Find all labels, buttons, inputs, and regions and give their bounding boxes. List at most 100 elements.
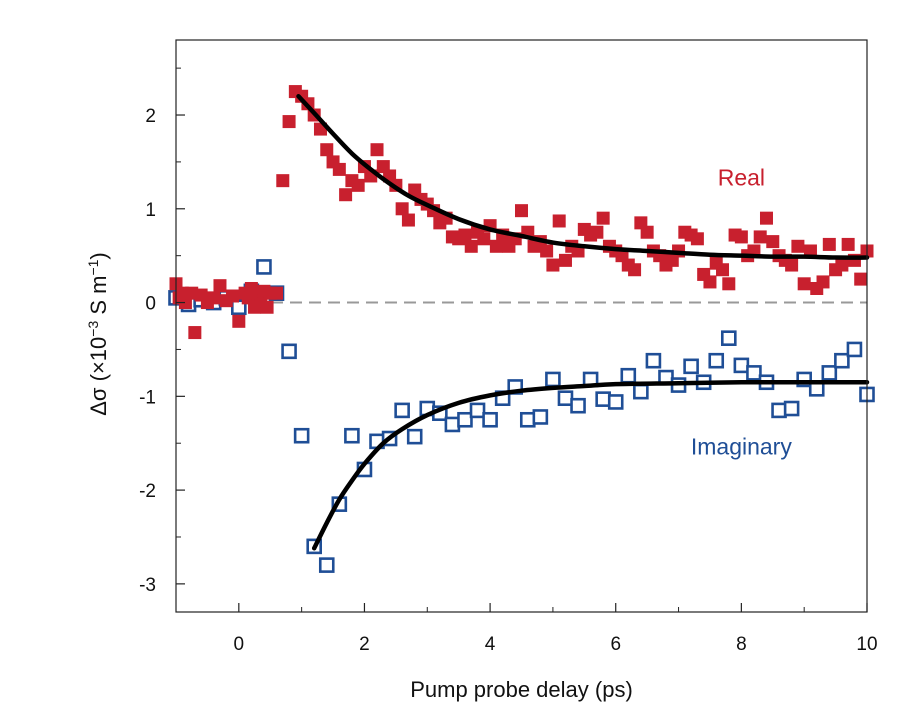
real-fit-curve	[296, 94, 870, 260]
real-point	[734, 230, 748, 244]
real-point	[489, 239, 503, 253]
imaginary-point	[570, 397, 586, 414]
real-point	[226, 289, 240, 303]
y-tick-label: 1	[145, 200, 156, 221]
real-point	[791, 239, 805, 253]
imaginary-point	[607, 394, 624, 410]
real-point	[690, 232, 704, 246]
real-point	[370, 143, 384, 157]
real-point	[854, 272, 868, 286]
imaginary-point	[519, 411, 536, 428]
real-point	[841, 237, 855, 251]
real-point	[282, 115, 296, 129]
imaginary-point	[633, 383, 649, 400]
imaginary-point	[545, 371, 561, 388]
real-point	[188, 326, 202, 340]
imaginary-point	[557, 390, 574, 407]
real-point	[260, 300, 274, 314]
imaginary-point	[482, 411, 498, 428]
y-tick-label: 2	[145, 106, 156, 127]
imaginary-point	[318, 557, 335, 573]
x-tick-label: 8	[736, 634, 747, 655]
imaginary-point	[733, 357, 750, 374]
y-axis-title-prefix: Δσ (×10	[86, 337, 111, 416]
real-point	[835, 258, 849, 272]
imaginary-point	[783, 400, 800, 417]
imaginary-point	[834, 352, 850, 369]
real-point	[320, 143, 334, 157]
real-point	[207, 291, 221, 305]
imaginary-point	[846, 341, 863, 358]
imaginary-point	[281, 343, 297, 360]
real-point	[477, 232, 491, 246]
x-tick-label: 2	[359, 634, 370, 655]
real-point	[816, 275, 830, 289]
imaginary-point	[256, 259, 272, 275]
series-label-real: Real	[718, 164, 765, 190]
real-point	[339, 188, 353, 202]
x-tick-label: 6	[610, 634, 621, 655]
real-point	[558, 253, 572, 267]
imaginary-point	[595, 391, 611, 407]
real-point	[722, 277, 736, 291]
real-point	[332, 162, 346, 176]
y-tick-label: -1	[139, 387, 156, 408]
real-point	[766, 235, 780, 249]
x-tick-label: 0	[234, 634, 245, 655]
y-tick-label: 0	[145, 294, 156, 315]
imaginary-point	[620, 367, 637, 384]
imaginary-point	[821, 365, 838, 381]
imaginary-point	[720, 330, 737, 346]
imaginary-point	[406, 428, 423, 445]
real-point	[753, 230, 767, 244]
imaginary-point	[746, 365, 762, 381]
real-point	[401, 213, 415, 227]
real-point	[785, 258, 799, 272]
y-axis-title: Δσ (×10−3 S m−1)	[85, 252, 111, 416]
y-axis-title-mid: S m	[86, 276, 111, 321]
real-point	[276, 174, 290, 188]
real-point	[213, 279, 227, 293]
x-axis-title: Pump probe delay (ps)	[410, 677, 633, 702]
imaginary-point	[683, 358, 699, 375]
imaginary-fit-curve	[311, 379, 870, 551]
real-point	[395, 202, 409, 216]
series-label-imaginary: Imaginary	[691, 433, 792, 459]
y-axis-title-exp2: −1	[85, 259, 101, 275]
real-point	[540, 244, 554, 258]
imaginary-point	[457, 411, 473, 428]
y-tick-label: -2	[139, 481, 156, 502]
y-axis-title-exp1: −3	[85, 321, 101, 337]
real-point	[515, 204, 528, 218]
imaginary-point	[532, 409, 549, 425]
real-point	[590, 225, 604, 239]
imaginary-point	[469, 402, 486, 419]
imaginary-point	[293, 427, 310, 444]
x-tick-label: 4	[485, 634, 496, 655]
real-point	[797, 277, 811, 291]
real-point	[270, 286, 284, 300]
real-point	[716, 263, 730, 277]
real-point	[822, 237, 836, 251]
imaginary-point	[444, 416, 461, 433]
fit-curves	[296, 94, 870, 551]
imaginary-point	[344, 427, 360, 444]
plot-frame	[175, 39, 868, 613]
y-axis-title-suffix: )	[86, 252, 111, 259]
imaginary-point	[645, 352, 662, 369]
real-point	[464, 239, 478, 253]
real-point	[628, 263, 642, 277]
x-tick-label: 10	[856, 634, 877, 655]
real-point	[546, 258, 560, 272]
real-point	[552, 214, 566, 228]
real-point	[596, 211, 610, 225]
real-point	[703, 275, 717, 289]
imaginary-point	[394, 402, 410, 419]
real-point	[759, 211, 773, 225]
data-points	[168, 85, 875, 573]
real-point	[640, 225, 654, 239]
real-point	[458, 228, 472, 242]
real-point	[351, 178, 365, 192]
imaginary-point	[708, 352, 725, 369]
